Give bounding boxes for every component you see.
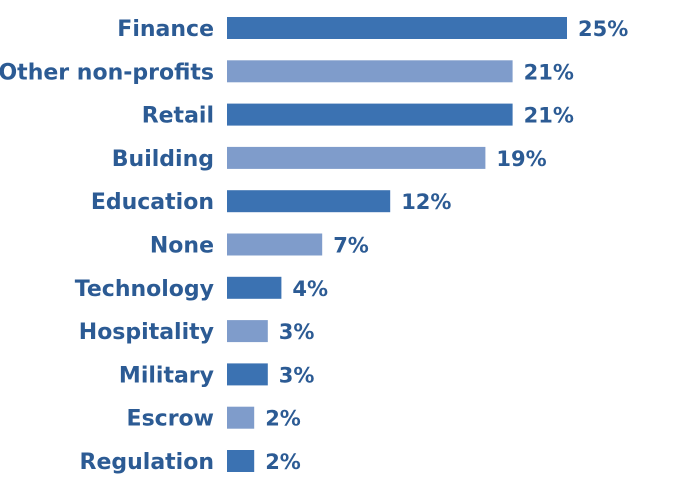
bar-escrow	[227, 406, 255, 429]
bar-finance	[227, 17, 567, 39]
value-label-escrow: 2%	[265, 407, 301, 431]
category-label-education: Education	[91, 190, 214, 215]
value-label-technology: 4%	[292, 277, 328, 301]
category-label-technology: Technology	[75, 277, 214, 302]
category-label-building: Building	[112, 147, 214, 172]
bar-education	[227, 190, 391, 213]
category-label-military: Military	[119, 363, 214, 388]
bar-none	[227, 233, 323, 256]
value-label-education: 12%	[401, 190, 451, 214]
category-label-none: None	[150, 234, 214, 259]
bar-technology	[227, 276, 282, 299]
bar-hospitality	[227, 320, 268, 343]
category-label-finance: Finance	[117, 17, 214, 42]
category-label-escrow: Escrow	[127, 407, 214, 432]
value-label-regulation: 2%	[265, 450, 301, 474]
value-label-building: 19%	[496, 147, 546, 171]
category-label-regulation: Regulation	[80, 450, 215, 475]
value-label-finance: 25%	[578, 17, 628, 41]
value-label-none: 7%	[333, 234, 369, 258]
category-labels-group: Finance Other non-profits Retail Building Ed…	[0, 17, 214, 475]
bar-military	[227, 363, 268, 386]
bars-group	[227, 17, 567, 472]
value-label-military: 3%	[279, 363, 315, 387]
bar-other-non-profits	[227, 60, 513, 83]
value-labels-group: 25%21%21%19%12%7%4%3%3%2%2%	[265, 17, 628, 474]
category-label-retail: Retail	[142, 104, 214, 129]
bar-regulation	[227, 450, 255, 472]
value-label-hospitality: 3%	[279, 320, 315, 344]
category-label-other-non-profits: Other non-profits	[0, 60, 214, 85]
value-label-retail: 21%	[524, 104, 574, 128]
bar-retail	[227, 103, 513, 126]
category-label-hospitality: Hospitality	[79, 320, 214, 345]
value-label-other-non-profits: 21%	[524, 60, 574, 84]
bar-building	[227, 146, 486, 169]
